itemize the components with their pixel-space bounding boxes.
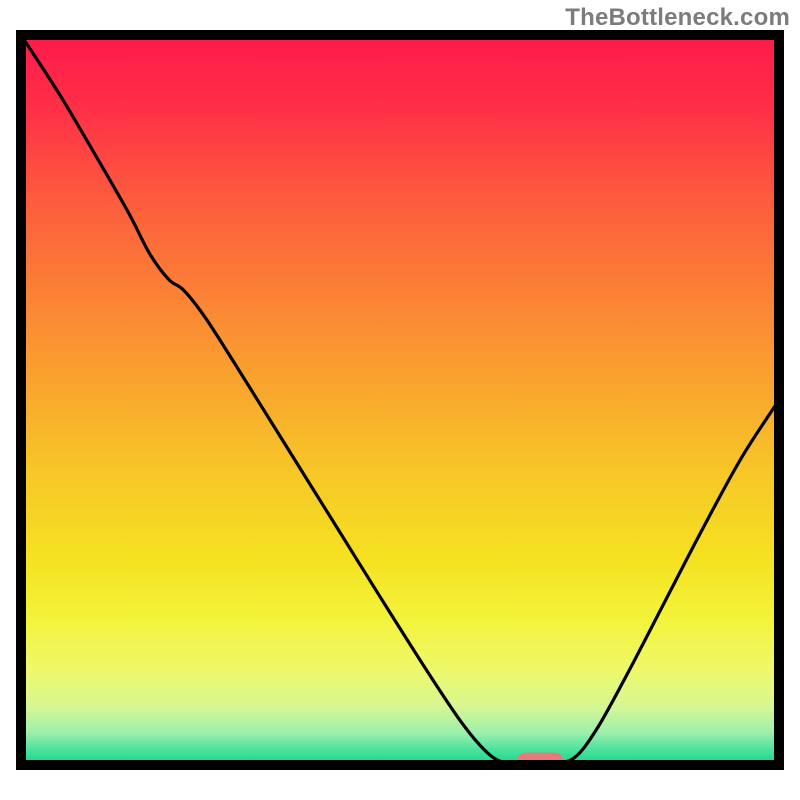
chart-container: TheBottleneck.com xyxy=(0,0,800,800)
bottleneck-chart xyxy=(0,0,800,800)
gradient-background xyxy=(21,35,779,765)
plot-area xyxy=(21,35,779,769)
watermark-text: TheBottleneck.com xyxy=(565,4,790,32)
